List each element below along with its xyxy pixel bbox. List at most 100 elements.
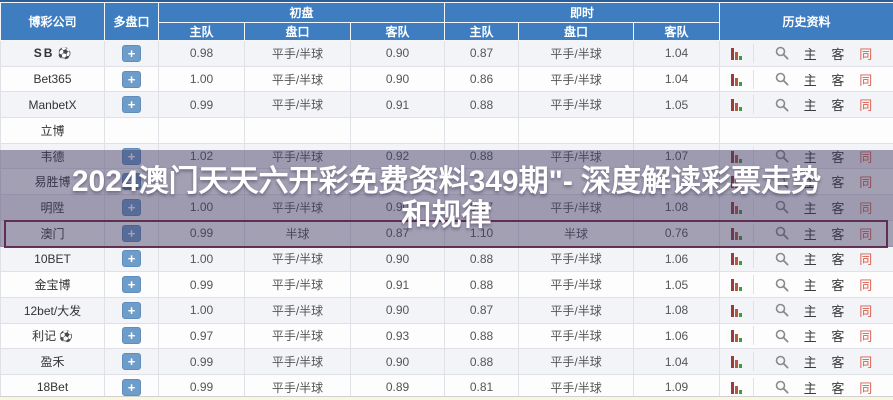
home-history-link[interactable]: 主 <box>803 72 817 88</box>
away-history-link[interactable]: 客 <box>831 303 845 319</box>
home-history-link[interactable]: 主 <box>803 98 817 114</box>
away-history-link[interactable]: 客 <box>831 355 845 371</box>
expand-odds-button[interactable]: + <box>122 301 141 319</box>
away-history-link[interactable]: 客 <box>831 278 845 294</box>
table-row: 盈禾 +0.99 平手/半球 0.90 0.88 平手/半球 1.04 主客同 <box>0 348 893 375</box>
away-history-link[interactable]: 客 <box>831 72 845 88</box>
same-odds-link[interactable]: 同 <box>859 200 873 216</box>
home-history-link[interactable]: 主 <box>803 329 817 345</box>
expand-odds-button[interactable]: + <box>122 173 141 191</box>
expand-odds-button[interactable]: + <box>122 224 141 242</box>
odds-cell-initial-home: 1.00 <box>158 246 245 273</box>
expand-odds-button[interactable]: + <box>122 378 141 396</box>
search-odds-icon[interactable] <box>775 329 789 343</box>
search-odds-icon[interactable] <box>775 175 789 189</box>
bookmaker-name-label: 韦德 <box>40 149 65 164</box>
away-history-link[interactable]: 客 <box>831 380 845 396</box>
expand-odds-button[interactable]: + <box>122 44 141 62</box>
bookmaker-name-label: 10BET <box>34 251 71 266</box>
expand-odds-button[interactable]: + <box>122 198 141 216</box>
odds-cell-live-home: 0.97 <box>444 194 520 221</box>
away-history-link[interactable]: 客 <box>831 98 845 114</box>
search-odds-icon[interactable] <box>775 98 789 112</box>
expand-odds-button[interactable]: + <box>122 353 141 371</box>
header-initial-group: 初盘 <box>157 2 446 23</box>
away-history-link[interactable]: 客 <box>831 329 845 345</box>
bookmaker-name: 金宝博 <box>0 271 105 298</box>
odds-trend-chart-icon[interactable] <box>731 98 743 112</box>
away-history-link[interactable]: 客 <box>831 149 845 165</box>
same-odds-link[interactable]: 同 <box>859 226 873 242</box>
odds-trend-chart-icon[interactable] <box>731 304 743 317</box>
same-odds-link[interactable]: 同 <box>859 46 873 62</box>
away-history-link[interactable]: 客 <box>831 46 845 62</box>
same-odds-link[interactable]: 同 <box>859 149 873 165</box>
expand-odds-button[interactable]: + <box>122 327 141 345</box>
expand-odds-button[interactable]: + <box>122 276 141 294</box>
search-odds-icon[interactable] <box>775 380 789 394</box>
same-odds-link[interactable]: 同 <box>859 329 873 345</box>
odds-trend-chart-icon[interactable] <box>731 355 743 369</box>
search-odds-icon[interactable] <box>775 200 789 214</box>
same-odds-link[interactable]: 同 <box>859 303 873 319</box>
history-cell <box>719 117 893 144</box>
same-odds-link[interactable]: 同 <box>859 252 873 268</box>
odds-trend-chart-icon[interactable] <box>731 252 743 266</box>
same-odds-link[interactable]: 同 <box>859 98 873 114</box>
odds-trend-chart-icon[interactable] <box>731 381 743 394</box>
odds-cell-live-home: 0.88 <box>444 246 520 273</box>
home-history-link[interactable]: 主 <box>803 380 817 396</box>
odds-trend-chart-icon[interactable] <box>731 175 743 189</box>
away-history-link[interactable]: 客 <box>831 175 845 191</box>
same-odds-link[interactable]: 同 <box>859 355 873 371</box>
home-history-link[interactable]: 主 <box>803 175 817 191</box>
odds-trend-chart-icon[interactable] <box>731 329 743 343</box>
same-odds-link[interactable]: 同 <box>859 278 873 294</box>
away-history-link[interactable]: 客 <box>831 200 845 216</box>
search-odds-icon[interactable] <box>775 46 789 60</box>
header-multi-handicap: 多盘口 <box>104 2 159 41</box>
same-odds-link[interactable]: 同 <box>859 72 873 88</box>
same-odds-link[interactable]: 同 <box>859 380 873 396</box>
expand-odds-button[interactable]: + <box>122 96 141 114</box>
multi-handicap-cell: + <box>104 348 159 375</box>
home-history-link[interactable]: 主 <box>803 149 817 165</box>
same-odds-link[interactable]: 同 <box>859 175 873 191</box>
odds-cell-live-away: 1.04 <box>633 40 721 67</box>
home-history-link[interactable]: 主 <box>803 252 817 268</box>
expand-odds-button[interactable]: + <box>122 250 141 268</box>
odds-cell-live-home: 0.87 <box>444 297 520 324</box>
bookmaker-name-label: 立博 <box>40 123 65 138</box>
bookmaker-name: 易胜博 <box>0 168 105 196</box>
search-odds-icon[interactable] <box>775 72 789 86</box>
history-actions: 主客同 <box>754 198 893 217</box>
odds-trend-chart-icon[interactable] <box>731 227 743 240</box>
home-history-link[interactable]: 主 <box>803 355 817 371</box>
home-history-link[interactable]: 主 <box>803 278 817 294</box>
home-history-link[interactable]: 主 <box>803 303 817 319</box>
search-odds-icon[interactable] <box>775 226 789 240</box>
away-history-link[interactable]: 客 <box>831 252 845 268</box>
odds-trend-chart-icon[interactable] <box>731 201 743 214</box>
trend-cell <box>721 249 755 269</box>
header-initial-away: 客队 <box>349 22 446 41</box>
history-actions: 主客同 <box>754 172 893 191</box>
expand-odds-button[interactable]: + <box>122 147 141 165</box>
home-history-link[interactable]: 主 <box>803 46 817 62</box>
search-odds-icon[interactable] <box>775 149 789 163</box>
away-history-link[interactable]: 客 <box>831 226 845 242</box>
odds-trend-chart-icon[interactable] <box>731 150 743 163</box>
search-odds-icon[interactable] <box>775 252 789 266</box>
home-history-link[interactable]: 主 <box>803 200 817 216</box>
search-odds-icon[interactable] <box>775 278 789 292</box>
expand-odds-button[interactable]: + <box>122 70 141 88</box>
odds-trend-chart-icon[interactable] <box>731 278 743 292</box>
odds-trend-chart-icon[interactable] <box>731 73 743 86</box>
home-history-link[interactable]: 主 <box>803 226 817 242</box>
search-odds-icon[interactable] <box>775 355 789 369</box>
odds-trend-chart-icon[interactable] <box>731 47 743 60</box>
table-row: 18Bet +0.99 平手/半球 0.89 0.81 平手/半球 1.09 主客同 <box>0 374 893 400</box>
search-odds-icon[interactable] <box>775 303 789 317</box>
odds-cell-initial-handicap: 平手/半球 <box>244 66 351 93</box>
odds-cell-live-away <box>633 117 721 144</box>
